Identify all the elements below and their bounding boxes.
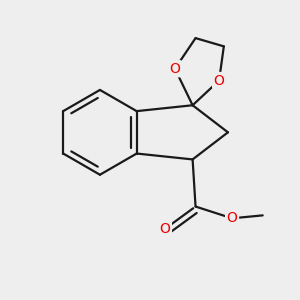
Text: O: O	[214, 74, 224, 88]
Text: O: O	[169, 62, 180, 76]
Text: O: O	[226, 211, 238, 225]
Text: O: O	[160, 222, 170, 236]
